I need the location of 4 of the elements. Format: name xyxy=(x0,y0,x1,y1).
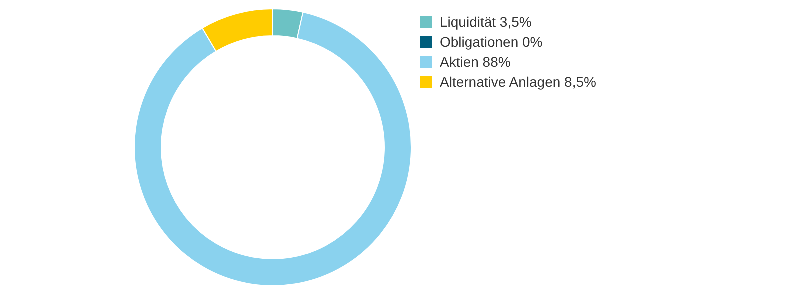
legend-label: Aktien 88% xyxy=(440,54,511,70)
legend-label: Obligationen 0% xyxy=(440,34,543,50)
legend-label: Alternative Anlagen 8,5% xyxy=(440,74,596,90)
legend-label: Liquidität 3,5% xyxy=(440,14,532,30)
